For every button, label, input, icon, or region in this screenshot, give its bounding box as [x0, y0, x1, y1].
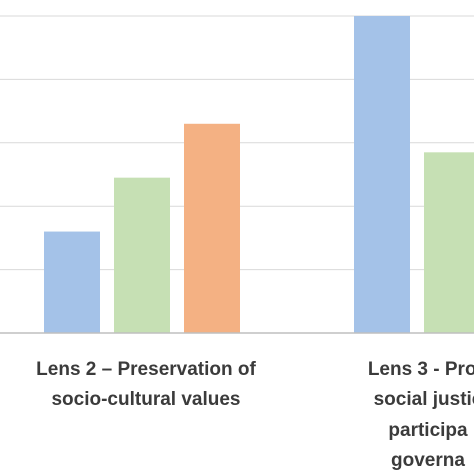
category-label-line: governa — [391, 450, 465, 471]
category-label-line: Lens 2 – Preservation of — [36, 359, 256, 380]
bar — [44, 231, 100, 333]
bar — [184, 123, 240, 333]
bar — [114, 177, 170, 333]
category-label-line: participa — [388, 420, 468, 441]
category-label: Lens 2 – Preservation of socio-cultural v… — [36, 359, 256, 410]
category-label-line: socio-cultural values — [51, 389, 240, 410]
bar — [424, 152, 474, 333]
bars — [44, 16, 474, 333]
category-label-line: social justic — [374, 389, 474, 410]
category-label-line: Lens 3 - Pron — [368, 359, 474, 380]
category-labels: Lens 2 – Preservation of socio-cultural v… — [36, 359, 474, 471]
category-label: Lens 3 - Pron social justic participa gover… — [368, 359, 474, 471]
bar — [354, 16, 410, 333]
